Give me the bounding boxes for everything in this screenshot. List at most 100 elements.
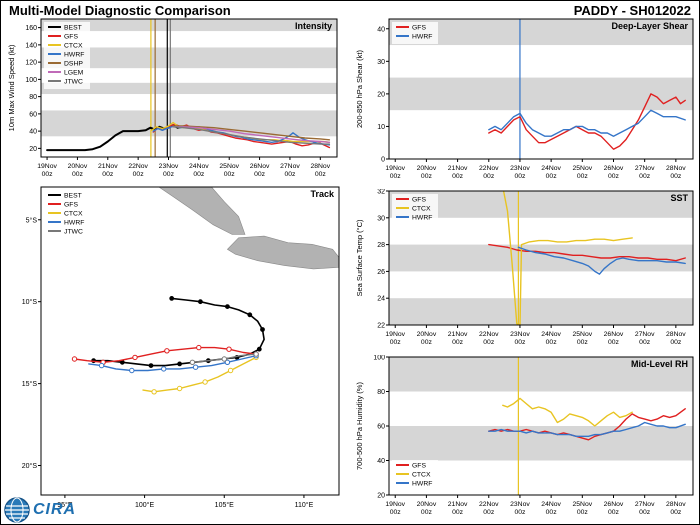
svg-text:60: 60 [377, 424, 385, 431]
svg-text:20Nov: 20Nov [68, 163, 88, 170]
svg-text:25Nov: 25Nov [219, 163, 239, 170]
svg-text:00z: 00z [514, 339, 526, 346]
svg-text:00z: 00z [639, 339, 651, 346]
svg-text:00z: 00z [224, 171, 236, 178]
svg-text:26Nov: 26Nov [604, 331, 624, 338]
svg-text:00z: 00z [608, 509, 620, 516]
svg-text:30: 30 [377, 215, 385, 222]
svg-text:Sea Surface Temp (°C): Sea Surface Temp (°C) [355, 219, 364, 297]
svg-text:100: 100 [373, 355, 385, 362]
svg-text:GFS: GFS [412, 25, 426, 32]
svg-text:80: 80 [29, 94, 37, 101]
svg-text:25Nov: 25Nov [572, 165, 592, 172]
svg-text:SST: SST [670, 193, 688, 203]
svg-text:24Nov: 24Nov [541, 165, 561, 172]
svg-text:22Nov: 22Nov [479, 501, 499, 508]
svg-text:24Nov: 24Nov [189, 163, 209, 170]
svg-text:21Nov: 21Nov [448, 331, 468, 338]
svg-text:GFS: GFS [412, 463, 426, 470]
track-map: 5°S 10°S 15°S 20°S 95°E 100°E 105°E 110°E Track B… [22, 186, 340, 509]
svg-text:140: 140 [25, 42, 37, 49]
svg-text:26: 26 [377, 269, 385, 276]
svg-text:00z: 00z [577, 509, 589, 516]
svg-text:DSHP: DSHP [64, 61, 83, 68]
svg-text:00z: 00z [577, 339, 589, 346]
svg-text:22Nov: 22Nov [128, 163, 148, 170]
deep-layer-shear-chart: 01020304019Nov00z20Nov00z21Nov00z22Nov00… [355, 18, 694, 180]
svg-text:10: 10 [377, 124, 385, 131]
svg-text:95°E: 95°E [57, 501, 73, 509]
svg-text:00z: 00z [670, 173, 682, 180]
svg-text:CTCX: CTCX [412, 472, 431, 479]
svg-text:00z: 00z [670, 339, 682, 346]
svg-text:BEST: BEST [64, 25, 82, 32]
svg-text:HWRF: HWRF [64, 52, 84, 59]
svg-text:28Nov: 28Nov [666, 501, 686, 508]
svg-text:00z: 00z [452, 173, 464, 180]
svg-text:00z: 00z [546, 339, 558, 346]
svg-text:00z: 00z [421, 509, 433, 516]
svg-text:Intensity: Intensity [295, 21, 332, 31]
svg-text:110°E: 110°E [295, 501, 314, 509]
svg-text:00z: 00z [483, 173, 495, 180]
svg-text:15°S: 15°S [22, 380, 38, 388]
svg-text:00z: 00z [163, 171, 175, 178]
svg-text:19Nov: 19Nov [385, 331, 405, 338]
svg-text:00z: 00z [546, 509, 558, 516]
svg-text:19Nov: 19Nov [37, 163, 57, 170]
svg-text:21Nov: 21Nov [98, 163, 118, 170]
svg-text:00z: 00z [514, 173, 526, 180]
svg-text:CTCX: CTCX [64, 211, 83, 218]
svg-text:105°E: 105°E [215, 501, 234, 509]
svg-text:40: 40 [29, 129, 37, 136]
svg-text:21Nov: 21Nov [448, 501, 468, 508]
svg-text:28Nov: 28Nov [310, 163, 330, 170]
svg-text:24: 24 [377, 296, 385, 303]
svg-text:00z: 00z [608, 339, 620, 346]
svg-text:32: 32 [377, 189, 385, 196]
svg-text:20: 20 [377, 493, 385, 500]
svg-text:00z: 00z [421, 173, 433, 180]
svg-text:80: 80 [377, 389, 385, 396]
svg-text:Deep-Layer Shear: Deep-Layer Shear [611, 21, 688, 31]
intensity-chart: 2040608010012014016019Nov00z20Nov00z21No… [7, 18, 338, 178]
svg-text:GFS: GFS [412, 197, 426, 204]
svg-text:28Nov: 28Nov [666, 331, 686, 338]
svg-text:00z: 00z [452, 339, 464, 346]
svg-text:23Nov: 23Nov [510, 501, 530, 508]
svg-text:26Nov: 26Nov [604, 501, 624, 508]
svg-text:21Nov: 21Nov [448, 165, 468, 172]
svg-text:00z: 00z [390, 173, 402, 180]
svg-text:00z: 00z [639, 509, 651, 516]
svg-text:100°E: 100°E [135, 501, 154, 509]
svg-text:00z: 00z [133, 171, 145, 178]
svg-text:100: 100 [25, 77, 37, 84]
svg-text:00z: 00z [102, 171, 114, 178]
svg-text:00z: 00z [390, 509, 402, 516]
svg-text:10m Max Wind Speed (kt): 10m Max Wind Speed (kt) [7, 44, 16, 131]
svg-text:24Nov: 24Nov [541, 501, 561, 508]
svg-text:00z: 00z [577, 173, 589, 180]
svg-text:JTWC: JTWC [64, 229, 83, 236]
svg-text:19Nov: 19Nov [385, 501, 405, 508]
svg-text:25Nov: 25Nov [572, 331, 592, 338]
sst-chart: 22242628303219Nov00z20Nov00z21Nov00z22No… [355, 189, 694, 346]
svg-text:00z: 00z [670, 509, 682, 516]
svg-text:40: 40 [377, 26, 385, 33]
svg-text:GFS: GFS [64, 202, 78, 209]
cira-logo-text: CIRA [33, 501, 77, 518]
svg-text:700-500 hPa Humidity (%): 700-500 hPa Humidity (%) [355, 382, 364, 470]
svg-text:CTCX: CTCX [64, 43, 83, 50]
svg-text:19Nov: 19Nov [385, 165, 405, 172]
svg-text:00z: 00z [254, 171, 266, 178]
mid-level-rh-chart: 2040608010019Nov00z20Nov00z21Nov00z22Nov… [355, 355, 694, 516]
svg-text:00z: 00z [514, 509, 526, 516]
svg-text:5°S: 5°S [26, 216, 38, 224]
svg-text:120: 120 [25, 60, 37, 67]
svg-text:27Nov: 27Nov [635, 165, 655, 172]
svg-text:23Nov: 23Nov [510, 331, 530, 338]
svg-text:20Nov: 20Nov [417, 501, 437, 508]
svg-text:HWRF: HWRF [64, 220, 84, 227]
svg-text:00z: 00z [193, 171, 205, 178]
svg-text:28Nov: 28Nov [666, 165, 686, 172]
